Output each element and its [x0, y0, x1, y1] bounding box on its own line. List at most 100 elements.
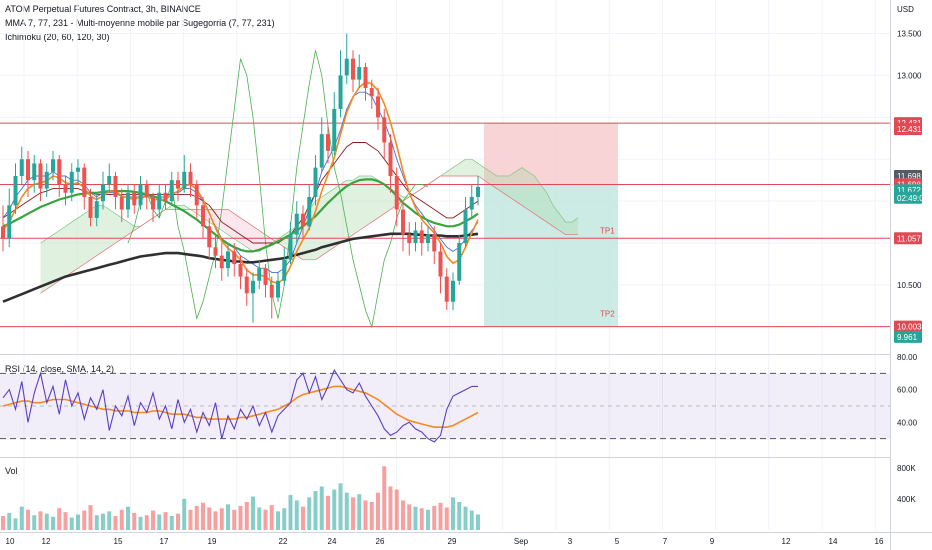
volume-bar [94, 515, 99, 530]
time-tick-label: Sep [514, 537, 529, 546]
mma-legend[interactable]: MMA 7, 77, 231 - Multi-moyenne mobile pa… [5, 18, 275, 28]
price-tick-label: 10.500 [897, 281, 922, 290]
time-tick-label: 7 [663, 537, 668, 546]
candle-body [76, 167, 80, 172]
cloud-segment [90, 205, 97, 260]
candle-body [476, 186, 480, 197]
cloud-segment [234, 213, 241, 244]
volume-bar [394, 489, 399, 530]
cloud-segment [46, 234, 53, 290]
candle-body [263, 268, 268, 285]
price-tick-label: 13.500 [897, 30, 922, 39]
rsi-legend[interactable]: RSI (14, close, SMA, 14, 2) [5, 364, 115, 374]
cloud-segment [103, 205, 110, 252]
candle-body [107, 176, 112, 185]
volume-bar [76, 514, 80, 530]
volume-bar [307, 497, 312, 530]
candle-body [401, 209, 405, 235]
candle-body [426, 234, 430, 244]
candle-body [269, 284, 274, 298]
candles [1, 33, 480, 323]
candle-body [344, 58, 349, 76]
candle-body [394, 176, 399, 210]
volume-bar [419, 508, 424, 530]
cloud-segment [228, 209, 235, 239]
candle-body [26, 159, 30, 181]
candle-body [57, 159, 62, 185]
volume-bar [388, 486, 393, 530]
candle-body [332, 108, 337, 151]
cloud-segment [459, 159, 466, 176]
candle-body [294, 213, 299, 235]
time-tick-label: 15 [114, 537, 123, 546]
volume-bar [107, 511, 112, 530]
cloud-segment [371, 176, 378, 223]
cloud-segment [384, 184, 391, 214]
candle-body [276, 280, 280, 298]
volume-legend[interactable]: Vol [5, 466, 18, 476]
volume-bar [26, 509, 30, 530]
price-badge-text: 9.961 [897, 333, 918, 342]
candle-body [188, 171, 193, 185]
candle-body [451, 280, 455, 302]
cloud-segment [346, 180, 353, 239]
volume-bar [157, 514, 162, 530]
volume-tick-label: 800K [897, 464, 916, 473]
ichimoku-legend[interactable]: Ichimoku (20, 60, 120, 30) [5, 32, 110, 42]
take-profit-zone [484, 184, 618, 327]
senkou-span-b [40, 175, 578, 294]
volume-bar [144, 515, 149, 530]
cloud-segment [221, 209, 228, 235]
volume-tick-label: 400K [897, 495, 916, 504]
candle-body [132, 192, 137, 206]
time-tick-label: 22 [279, 537, 288, 546]
rsi-band-fill [0, 373, 890, 439]
candle-body [288, 234, 293, 260]
volume-bar [38, 511, 43, 530]
price-badge [894, 191, 922, 204]
tp2-label: TP2 [600, 310, 615, 319]
volume-bar [244, 502, 249, 530]
volume-bar [426, 509, 430, 530]
volume-pane [1, 466, 480, 530]
candle-body [176, 180, 180, 189]
cloud-segment [478, 163, 485, 181]
time-tick-label: 19 [208, 537, 217, 546]
candle-body [63, 184, 68, 193]
cloud-segment [503, 176, 510, 197]
volume-bar [57, 508, 62, 530]
candle-body [138, 184, 143, 206]
cloud-segment [546, 192, 553, 227]
volume-bar [226, 504, 230, 530]
candle-body [376, 96, 380, 118]
time-tick-label: 10 [6, 537, 15, 546]
volume-bar [338, 483, 343, 530]
volume-bar [263, 509, 268, 530]
price-badge-text: 10.003 [897, 323, 922, 332]
cloud-segment [378, 180, 385, 218]
cloud-segment [65, 222, 72, 277]
candle-body [319, 134, 324, 168]
candle-body [313, 167, 318, 197]
candle-body [432, 234, 437, 252]
candle-body [144, 184, 149, 197]
candle-body [419, 230, 424, 244]
volume-bar [132, 512, 137, 530]
candle-body [51, 159, 55, 172]
candle-body [351, 58, 355, 80]
volume-bar [313, 491, 318, 530]
horizontal-levels: TP1 TP2 [0, 122, 890, 328]
candle-body [157, 192, 162, 210]
volume-bar [238, 505, 243, 530]
cloud-segment [253, 226, 260, 252]
cloud-segment [128, 222, 135, 235]
volume-bar [351, 497, 355, 530]
candle-body [463, 209, 468, 244]
volume-bar [126, 506, 130, 530]
cloud-segment [40, 238, 47, 294]
cloud-segment [109, 209, 116, 248]
candle-body [194, 184, 199, 206]
cloud-segment [340, 180, 347, 244]
